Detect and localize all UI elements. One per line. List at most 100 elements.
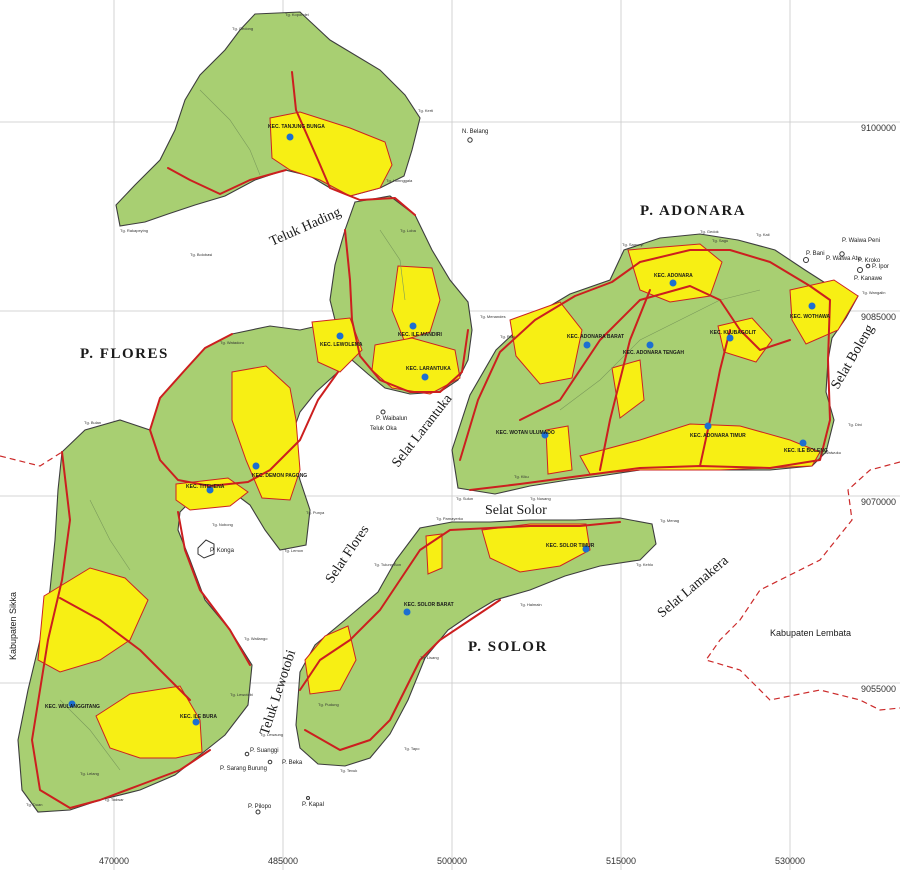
solor-land[interactable] [295, 517, 657, 767]
small-islets [197, 137, 871, 815]
zone-wotan-ulumado [545, 425, 573, 475]
district-label: KEC. TANJUNG BUNGA [268, 124, 325, 130]
grid-tick-labels: 470000 485000 500000 515000 530000 91000… [99, 123, 896, 866]
x-tick-label: 515000 [606, 856, 636, 866]
place-label: Tg. Bulan [84, 420, 101, 425]
zone-titehena [175, 477, 249, 511]
district-center-marker [192, 718, 200, 726]
river-line [89, 499, 131, 571]
suanggi-label: P. Suanggi [250, 748, 279, 754]
konga-label: P. Konga [210, 548, 235, 554]
zone-ile-bura [95, 685, 203, 759]
kroko-islet [857, 267, 863, 273]
district-center-marker [704, 422, 712, 430]
district-label: KEC. ADONARA TIMUR [690, 433, 746, 439]
place-label: Tg. Kiku [514, 474, 529, 479]
zone-demon-pagong [231, 365, 301, 501]
district-labels: KEC. TANJUNG BUNGA KEC. ILE MANDIRI KEC.… [45, 124, 830, 720]
district-label: KEC. SOLOR TIMUR [546, 543, 595, 549]
district-center-marker [403, 608, 411, 616]
district-center-marker [252, 462, 260, 470]
kabupaten-sikka-label: Kabupaten Sikka [8, 592, 18, 660]
small-island-labels: P. Konga P. Waibalun P. Suanggi P. Saran… [210, 129, 889, 810]
kanawe-label: P. Kanawe [854, 276, 883, 282]
district-center-marker [409, 322, 417, 330]
river-line [199, 89, 261, 176]
place-label: Tg. Dini [848, 422, 862, 427]
place-label: Tg. Pudung [318, 702, 339, 707]
district-center-marker [336, 332, 344, 340]
ipor-islet [865, 263, 871, 269]
district-label: KEC. TITEHENA [186, 484, 225, 490]
belang-label: N. Belang [462, 129, 488, 135]
place-label: Tg. Kerti [418, 108, 433, 113]
place-label: Tg. Nusang [530, 496, 551, 501]
district-center-marker [726, 334, 734, 342]
district-center-marker [286, 133, 294, 141]
place-label: Tg. Waiwuku [818, 450, 841, 455]
suanggi-islet [244, 751, 250, 757]
pilopo-islet [255, 809, 261, 815]
solor-island[interactable] [295, 517, 657, 767]
district-center-marker [808, 302, 816, 310]
place-label: Tg. Sagu [712, 238, 728, 243]
belang-islet [467, 137, 473, 143]
pilopo-label: P. Pilopo [248, 804, 272, 810]
place-label: Tg. Bolobasi [190, 252, 212, 257]
zone-wulanggitang [37, 567, 149, 673]
flores-north-peninsula[interactable] [115, 11, 421, 227]
district-label: KEC. SOLOR BARAT [404, 602, 454, 608]
place-label: Tg. Duan [26, 802, 42, 807]
place-label: Tg. Wailango [244, 636, 268, 641]
bani-islet [803, 257, 809, 263]
place-label: Tg. Lewaung [260, 732, 283, 737]
place-label: Tg. Wangalin [862, 290, 885, 295]
place-label: Tg. Kehlo [636, 562, 654, 567]
zone-adonara-barat [509, 301, 583, 385]
flores-settlement-zones [37, 111, 461, 759]
zone-solor-west [304, 625, 357, 695]
place-label: Tg. Loba [400, 228, 417, 233]
adonara-island-label: P. ADONARA [640, 203, 746, 219]
district-center-marker [799, 439, 807, 447]
zone-ile-mandiri [391, 265, 441, 341]
solor-island-label: P. SOLOR [468, 639, 548, 655]
district-label: KEC. WOTAN ULUMADO [496, 430, 555, 436]
waibalun-label: P. Waibalun [376, 416, 407, 422]
place-label: Tg. Nobong [212, 522, 233, 527]
district-label: KEC. WOTHAWA [790, 314, 830, 320]
zone-solor-timur [481, 523, 591, 573]
zone-klubagolit [717, 317, 773, 363]
place-label: Tg. Sagunyi [622, 242, 643, 247]
y-tick-label: 9100000 [861, 123, 896, 133]
selat-lamakera-label: Selat Lamakera [655, 553, 732, 621]
flores-island-label: P. FLORES [80, 346, 169, 362]
road-solor [299, 521, 621, 691]
road-solor-south [304, 599, 501, 751]
waiwa-islet [839, 251, 845, 257]
district-label: KEC. LEWOLEMA [320, 342, 363, 348]
road-flores-south [177, 511, 251, 666]
zone-adonara-timur [579, 423, 821, 475]
district-label: KEC. DEMON PAGONG [252, 473, 307, 479]
district-center-marker [646, 341, 654, 349]
road-adonara-inner-3 [699, 329, 731, 467]
place-label: Tg. Lelang [80, 771, 99, 776]
place-label: Tg. Kopondei [285, 12, 309, 17]
place-label: Tg. Rakapeying [120, 228, 148, 233]
road-flores-west [31, 451, 211, 809]
district-label: KEC. ILE BURA [180, 714, 217, 720]
adonara-island[interactable] [451, 233, 859, 495]
district-center-marker [583, 341, 591, 349]
place-label: Tg. Menag [660, 518, 679, 523]
regency-boundaries [0, 451, 900, 711]
place-label: Tg. Gedok [700, 229, 719, 234]
y-tick-label: 9055000 [861, 684, 896, 694]
waiwa-peni-label: P. Waiwa Peni [842, 238, 880, 244]
teluk-lewotobi-label: Teluk Lewotobi [258, 648, 300, 737]
district-label: KEC. ILE MANDIRI [398, 332, 443, 338]
place-label: Tg. Todwar [104, 797, 124, 802]
road-flores-north-coast [167, 167, 287, 195]
